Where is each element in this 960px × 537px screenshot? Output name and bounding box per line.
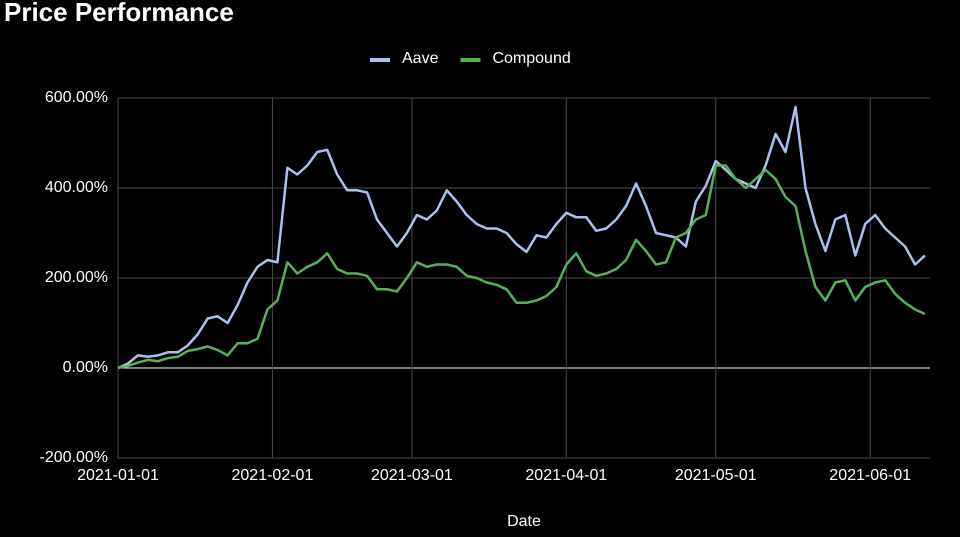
y-tick-label: 600.00%: [45, 89, 108, 106]
x-tick-label: 2021-05-01: [675, 467, 757, 484]
legend-label: Compound: [492, 50, 570, 67]
x-tick-label: 2021-02-01: [232, 467, 314, 484]
chart-title: Price Performance: [4, 0, 234, 27]
y-tick-label: -200.00%: [40, 449, 109, 466]
y-tick-label: 200.00%: [45, 269, 108, 286]
y-tick-label: 0.00%: [63, 359, 108, 376]
y-tick-label: 400.00%: [45, 179, 108, 196]
series-line: [117, 164, 926, 370]
x-axis-label: Date: [507, 513, 541, 530]
x-tick-label: 2021-01-01: [77, 467, 159, 484]
x-tick-label: 2021-03-01: [371, 467, 453, 484]
legend-label: Aave: [402, 50, 439, 67]
series-line: [117, 105, 926, 370]
x-tick-label: 2021-06-01: [829, 467, 911, 484]
x-tick-label: 2021-04-01: [525, 467, 607, 484]
